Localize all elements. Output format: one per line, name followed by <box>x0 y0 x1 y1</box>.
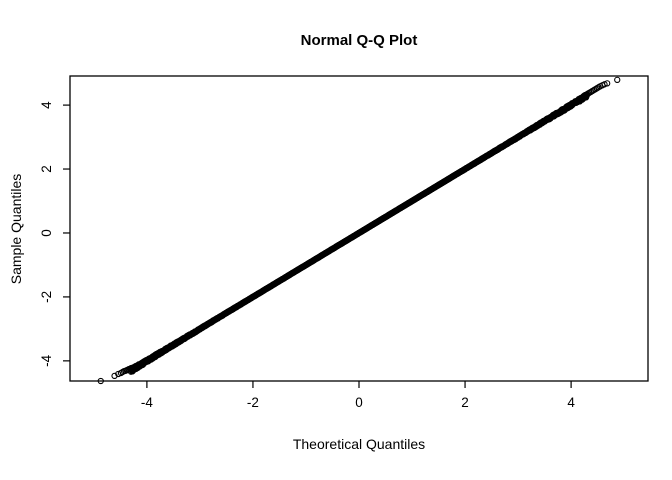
x-tick-label: 2 <box>461 395 469 410</box>
x-tick-label: -4 <box>141 395 153 410</box>
data-points <box>97 76 621 385</box>
y-tick-label: -2 <box>39 291 54 303</box>
y-tick-label: -4 <box>39 354 54 366</box>
x-tick-label: -2 <box>247 395 259 410</box>
x-tick-label: 0 <box>355 395 363 410</box>
x-axis-label: Theoretical Quantiles <box>293 436 425 452</box>
plot-title: Normal Q-Q Plot <box>301 32 418 49</box>
y-axis-label: Sample Quantiles <box>8 174 24 285</box>
x-axis-ticks: -4 -2 0 2 4 <box>141 381 575 410</box>
y-axis-ticks: -4 -2 0 2 4 <box>39 101 70 367</box>
y-tick-label: 0 <box>39 229 54 237</box>
plot-box <box>69 75 649 382</box>
y-tick-label: 2 <box>39 165 54 173</box>
x-tick-label: 4 <box>567 395 575 410</box>
y-tick-label: 4 <box>39 101 54 109</box>
